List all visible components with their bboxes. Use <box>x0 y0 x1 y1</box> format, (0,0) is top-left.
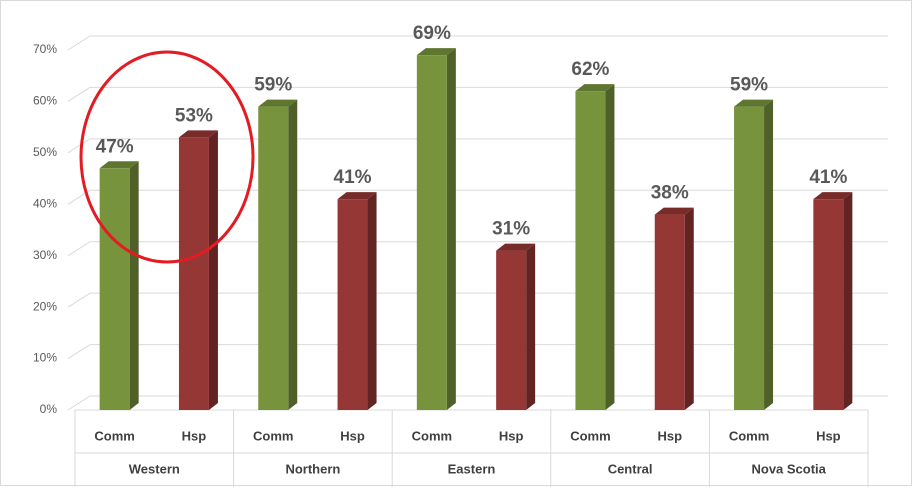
value-label: 38% <box>651 183 689 204</box>
x-tick-label: Hsp <box>182 428 207 443</box>
bar-top <box>99 161 139 169</box>
bar <box>178 137 209 410</box>
bar-top <box>813 192 853 200</box>
x-tick-label: Hsp <box>816 428 841 443</box>
bar <box>813 199 844 410</box>
x-tick-label: Hsp <box>340 428 365 443</box>
value-label: 41% <box>334 167 372 188</box>
grid-line <box>67 86 888 102</box>
bar <box>654 214 685 410</box>
bar-top <box>654 207 694 215</box>
grid-line <box>67 292 888 308</box>
bar-side <box>446 48 456 411</box>
bar-top <box>575 84 615 92</box>
value-label: 31% <box>492 219 530 240</box>
group-label: Eastern <box>448 461 496 476</box>
y-tick-label: 30% <box>33 248 57 262</box>
y-tick-label: 70% <box>33 42 57 56</box>
bar <box>416 55 447 411</box>
x-tick-label: Comm <box>253 428 293 443</box>
grid-line <box>67 241 888 257</box>
bar-top <box>496 243 536 251</box>
bar-side <box>843 192 853 410</box>
bar <box>575 91 606 411</box>
bar <box>337 199 368 410</box>
y-tick-label: 60% <box>33 94 57 108</box>
x-tick-label: Comm <box>570 428 610 443</box>
group-label: Central <box>608 461 653 476</box>
x-tick-label: Comm <box>412 428 452 443</box>
group-label: Western <box>129 461 180 476</box>
value-label: 62% <box>571 59 609 80</box>
grid-line <box>67 344 888 359</box>
y-tick-label: 10% <box>33 351 57 365</box>
bar-top <box>416 48 456 56</box>
y-tick-label: 20% <box>33 299 57 313</box>
bar-top <box>337 192 377 200</box>
bar-top <box>178 130 218 138</box>
bar <box>496 250 527 410</box>
grid-line <box>67 189 888 205</box>
bar-side <box>605 84 615 411</box>
x-tick-label: Comm <box>94 428 134 443</box>
grid-line <box>67 138 888 154</box>
y-tick-label: 40% <box>33 196 57 210</box>
x-tick-label: Hsp <box>657 428 682 443</box>
group-label: Northern <box>285 461 340 476</box>
bar-side <box>526 243 536 410</box>
x-tick-label: Hsp <box>499 428 524 443</box>
bar-top <box>258 99 298 107</box>
bar <box>734 106 765 411</box>
x-tick-label: Comm <box>729 428 769 443</box>
bar-top <box>734 99 774 107</box>
value-label: 69% <box>413 23 451 44</box>
value-label: 53% <box>175 105 213 126</box>
group-label: Nova Scotia <box>751 461 826 476</box>
bar <box>99 168 130 410</box>
value-label: 59% <box>730 75 768 96</box>
value-label: 59% <box>254 75 292 96</box>
value-label: 47% <box>96 136 134 157</box>
grid-line <box>67 395 888 411</box>
bar-side <box>367 192 377 410</box>
bar-side <box>208 130 218 410</box>
bar-side <box>764 99 774 411</box>
y-tick-label: 0% <box>40 402 58 416</box>
bar <box>258 106 289 411</box>
grid-line <box>67 35 888 51</box>
bar-side <box>129 161 139 410</box>
bar-side <box>288 99 298 411</box>
value-label: 41% <box>809 167 847 188</box>
bar-side <box>684 207 694 410</box>
highlight-circle <box>79 50 255 264</box>
y-tick-label: 50% <box>33 145 57 159</box>
